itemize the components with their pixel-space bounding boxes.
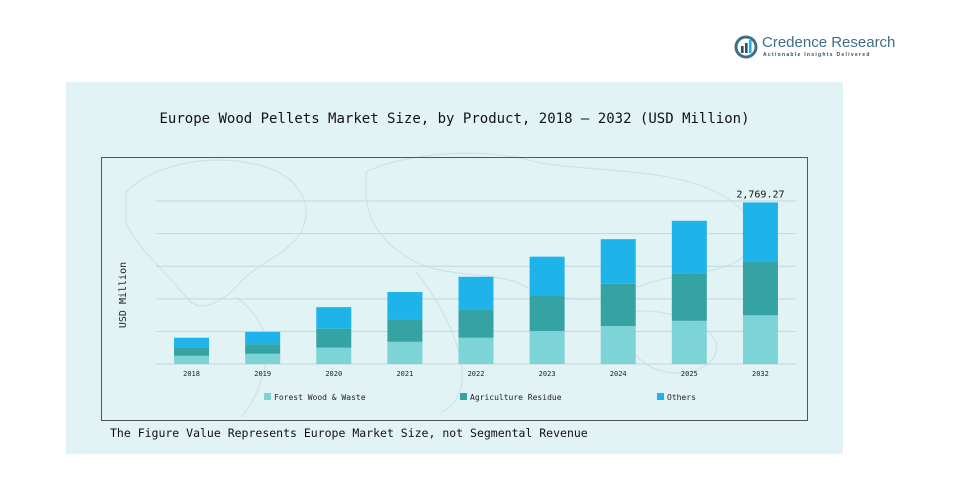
x-tick-label: 2032	[752, 370, 769, 378]
bar-2020-agriculture-residue	[316, 328, 352, 348]
chart-footnote: The Figure Value Represents Europe Marke…	[110, 426, 588, 440]
bar-2019-others	[245, 331, 281, 345]
bar-2018-forest-wood-waste	[174, 355, 210, 364]
chart-frame	[101, 157, 808, 421]
x-tick-label: 2018	[183, 370, 200, 378]
brand-logo: Credence Research Actionable Insights De…	[734, 34, 899, 62]
bar-chart: USD Million 2018 2019 2020 2021 2022 2023 2024 2…	[118, 189, 796, 402]
bar-2021-agriculture-residue	[387, 319, 423, 342]
bar-2032-agriculture-residue	[742, 261, 778, 316]
x-tick-label: 2020	[325, 370, 342, 378]
bar-2023-forest-wood-waste	[529, 331, 565, 364]
bar-2024-agriculture-residue	[600, 283, 636, 327]
bar-2022-forest-wood-waste	[458, 337, 494, 364]
bar-2025-others	[671, 220, 707, 274]
bar-2024-others	[600, 239, 636, 284]
x-tick-label: 2025	[681, 370, 698, 378]
bar-2025-agriculture-residue	[671, 273, 707, 321]
x-tick-label: 2024	[610, 370, 627, 378]
legend-label: Others	[667, 393, 696, 402]
chart-panel: Europe Wood Pellets Market Size, by Prod…	[66, 82, 843, 454]
x-tick-label: 2021	[396, 370, 413, 378]
bar-2020-others	[316, 307, 352, 329]
y-axis-label: USD Million	[118, 262, 129, 328]
x-tick-label: 2023	[539, 370, 556, 378]
bar-2019-agriculture-residue	[245, 344, 281, 354]
bar-2024-forest-wood-waste	[600, 326, 636, 364]
legend-swatch	[657, 393, 664, 400]
data-label: 2,769.27	[736, 189, 784, 200]
bar-2021-others	[387, 291, 423, 320]
bar-2025-forest-wood-waste	[671, 320, 707, 364]
legend-label: Agriculture Residue	[470, 393, 562, 402]
bar-2018-others	[174, 337, 210, 348]
legend-swatch	[264, 393, 271, 400]
brand-tagline: Actionable Insights Delivered	[763, 52, 871, 58]
bar-2021-forest-wood-waste	[387, 341, 423, 364]
chart-title: Europe Wood Pellets Market Size, by Prod…	[159, 111, 750, 127]
bar-2032-forest-wood-waste	[742, 315, 778, 364]
bar-2018-agriculture-residue	[174, 347, 210, 356]
bar-2022-agriculture-residue	[458, 309, 494, 338]
bar-2023-agriculture-residue	[529, 295, 565, 332]
legend-swatch	[460, 393, 467, 400]
legend-label: Forest Wood & Waste	[274, 393, 366, 402]
bar-2022-others	[458, 276, 494, 310]
bar-2020-forest-wood-waste	[316, 347, 352, 364]
bar-2019-forest-wood-waste	[245, 353, 281, 364]
bar-2032-others	[742, 202, 778, 262]
brand-name: Credence Research	[762, 34, 896, 51]
brand-mark-icon	[734, 35, 758, 59]
x-tick-label: 2019	[254, 370, 271, 378]
x-tick-label: 2022	[468, 370, 485, 378]
bar-2023-others	[529, 256, 565, 296]
